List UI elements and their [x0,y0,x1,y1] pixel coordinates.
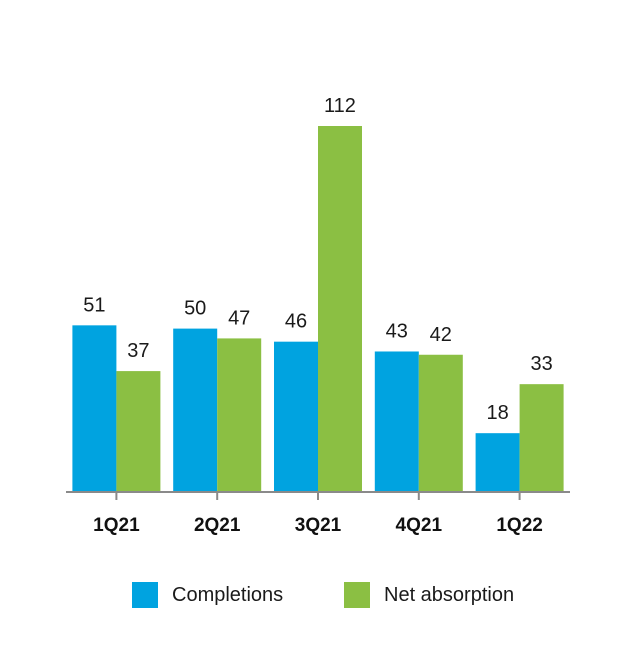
value-label-completions-4q21: 43 [386,320,408,342]
value-label-completions-2q21: 50 [184,298,206,320]
legend-item-completions: Completions [132,582,283,608]
value-label-net-absorption-4q21: 42 [430,324,452,346]
value-label-completions-1q21: 51 [83,294,105,316]
legend-label-completions: Completions [172,583,284,606]
legend-label-net-absorption: Net absorption [384,583,515,606]
category-labels-group: 1Q21 2Q21 3Q21 4Q21 1Q22 [93,515,543,536]
bar-completions-3q21 [274,341,318,492]
value-label-completions-3q21: 46 [285,311,307,333]
bar-completions-1q22 [475,433,520,492]
legend-item-net-absorption: Net absorption [344,582,514,608]
value-label-net-absorption-3q21: 112 [324,95,356,117]
x-axis-ticks [115,492,521,500]
value-label-net-absorption-2q21: 47 [228,307,250,329]
category-label-2q21: 2Q21 [194,515,241,536]
bar-net-absorption-1q22 [519,384,564,492]
category-label-1q22: 1Q22 [496,515,542,536]
bar-net-absorption-3q21 [318,126,362,492]
legend-swatch-completions [132,582,158,608]
bar-completions-2q21 [173,328,218,492]
value-label-net-absorption-1q21: 37 [127,340,149,362]
bar-net-absorption-1q21 [116,371,161,492]
legend-swatch-net-absorption [344,582,370,608]
bar-net-absorption-2q21 [217,338,262,492]
bar-net-absorption-4q21 [418,354,463,492]
legend: Completions Net absorption [0,582,636,612]
bar-completions-4q21 [374,351,419,492]
bar-completions-1q21 [72,325,117,492]
bars-group [72,126,564,492]
category-label-4q21: 4Q21 [396,515,443,536]
value-label-net-absorption-1q22: 33 [530,353,552,375]
category-label-3q21: 3Q21 [295,515,342,536]
value-labels-group: 51 37 50 47 46 112 43 42 18 33 [83,95,552,424]
category-label-1q21: 1Q21 [93,515,140,536]
value-label-completions-1q22: 18 [486,402,508,424]
